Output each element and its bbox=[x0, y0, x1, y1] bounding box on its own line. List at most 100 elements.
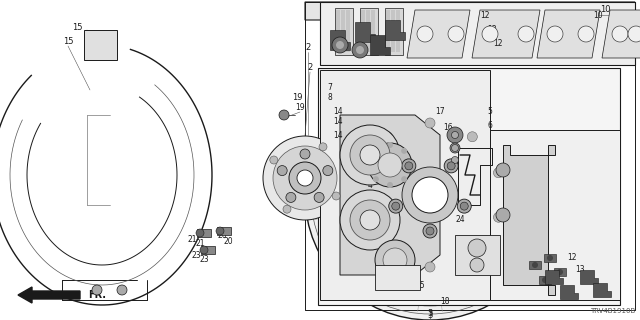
Bar bbox=[217, 227, 231, 235]
Text: 12: 12 bbox=[480, 12, 490, 20]
Circle shape bbox=[457, 199, 471, 213]
Text: 13: 13 bbox=[575, 266, 585, 275]
Text: 24: 24 bbox=[455, 215, 465, 225]
Bar bbox=[529, 261, 541, 269]
Bar bbox=[455, 235, 500, 275]
Circle shape bbox=[387, 182, 393, 188]
Circle shape bbox=[444, 159, 458, 173]
Text: 19: 19 bbox=[295, 103, 305, 113]
Bar bbox=[375, 265, 420, 290]
Text: 20: 20 bbox=[223, 237, 233, 246]
Circle shape bbox=[451, 132, 458, 139]
Circle shape bbox=[547, 255, 553, 261]
Circle shape bbox=[402, 167, 458, 223]
Circle shape bbox=[373, 176, 379, 182]
Text: 12: 12 bbox=[540, 263, 550, 273]
Polygon shape bbox=[84, 30, 117, 60]
Circle shape bbox=[451, 156, 458, 164]
Circle shape bbox=[305, 70, 555, 320]
Polygon shape bbox=[385, 8, 403, 55]
Circle shape bbox=[628, 26, 640, 42]
Text: 22: 22 bbox=[375, 274, 385, 283]
Circle shape bbox=[286, 192, 296, 203]
Polygon shape bbox=[503, 145, 555, 295]
Circle shape bbox=[378, 153, 402, 177]
Circle shape bbox=[383, 248, 407, 272]
Polygon shape bbox=[472, 10, 540, 58]
Polygon shape bbox=[360, 8, 378, 55]
Circle shape bbox=[392, 202, 400, 210]
Circle shape bbox=[340, 125, 400, 185]
Circle shape bbox=[340, 190, 400, 250]
Circle shape bbox=[467, 248, 477, 258]
Text: 1: 1 bbox=[397, 253, 403, 262]
Polygon shape bbox=[355, 22, 375, 42]
Circle shape bbox=[323, 165, 333, 176]
Text: 9: 9 bbox=[367, 211, 372, 220]
Circle shape bbox=[336, 41, 344, 49]
Circle shape bbox=[319, 143, 327, 151]
Polygon shape bbox=[407, 10, 470, 58]
Text: 15: 15 bbox=[63, 37, 73, 46]
Circle shape bbox=[300, 149, 310, 159]
Text: 13: 13 bbox=[540, 276, 550, 284]
Text: 16: 16 bbox=[443, 124, 453, 132]
Text: 12: 12 bbox=[567, 253, 577, 262]
Circle shape bbox=[356, 212, 367, 222]
Circle shape bbox=[425, 262, 435, 272]
Circle shape bbox=[297, 170, 313, 186]
Circle shape bbox=[279, 110, 289, 120]
Circle shape bbox=[368, 143, 412, 187]
Polygon shape bbox=[320, 70, 490, 300]
Circle shape bbox=[470, 258, 484, 272]
Circle shape bbox=[425, 118, 435, 128]
Polygon shape bbox=[580, 270, 598, 284]
Circle shape bbox=[319, 84, 541, 306]
Circle shape bbox=[542, 277, 548, 283]
Circle shape bbox=[200, 246, 208, 254]
Polygon shape bbox=[593, 283, 611, 297]
Circle shape bbox=[375, 140, 485, 250]
Polygon shape bbox=[346, 10, 350, 52]
Text: 13: 13 bbox=[487, 26, 497, 35]
Text: 17: 17 bbox=[435, 108, 445, 116]
Text: 11: 11 bbox=[353, 154, 363, 163]
Circle shape bbox=[388, 199, 403, 213]
Text: 21: 21 bbox=[195, 239, 205, 249]
Polygon shape bbox=[386, 10, 390, 52]
Polygon shape bbox=[336, 10, 340, 52]
Circle shape bbox=[383, 248, 393, 258]
Text: 14: 14 bbox=[333, 132, 343, 140]
Text: 6: 6 bbox=[488, 121, 492, 130]
Circle shape bbox=[92, 285, 102, 295]
Circle shape bbox=[423, 224, 437, 238]
Polygon shape bbox=[545, 270, 563, 284]
Circle shape bbox=[283, 205, 291, 213]
Text: 11: 11 bbox=[353, 143, 363, 153]
Circle shape bbox=[493, 168, 504, 178]
Circle shape bbox=[532, 262, 538, 268]
Circle shape bbox=[417, 26, 433, 42]
Circle shape bbox=[612, 26, 628, 42]
Circle shape bbox=[356, 168, 367, 178]
Polygon shape bbox=[341, 10, 345, 52]
Bar bbox=[197, 229, 211, 237]
Circle shape bbox=[277, 165, 287, 176]
Text: 12: 12 bbox=[493, 39, 503, 49]
Polygon shape bbox=[371, 10, 375, 52]
Circle shape bbox=[332, 37, 348, 53]
Bar bbox=[539, 276, 551, 284]
Circle shape bbox=[493, 212, 504, 222]
Circle shape bbox=[388, 153, 472, 237]
Circle shape bbox=[447, 127, 463, 143]
Bar bbox=[554, 268, 566, 276]
Polygon shape bbox=[366, 10, 370, 52]
Polygon shape bbox=[370, 35, 390, 55]
Circle shape bbox=[405, 162, 413, 170]
Circle shape bbox=[407, 162, 413, 168]
Circle shape bbox=[467, 132, 477, 142]
Polygon shape bbox=[396, 10, 400, 52]
Circle shape bbox=[375, 240, 415, 280]
Text: 5: 5 bbox=[488, 108, 492, 116]
Circle shape bbox=[289, 162, 321, 194]
